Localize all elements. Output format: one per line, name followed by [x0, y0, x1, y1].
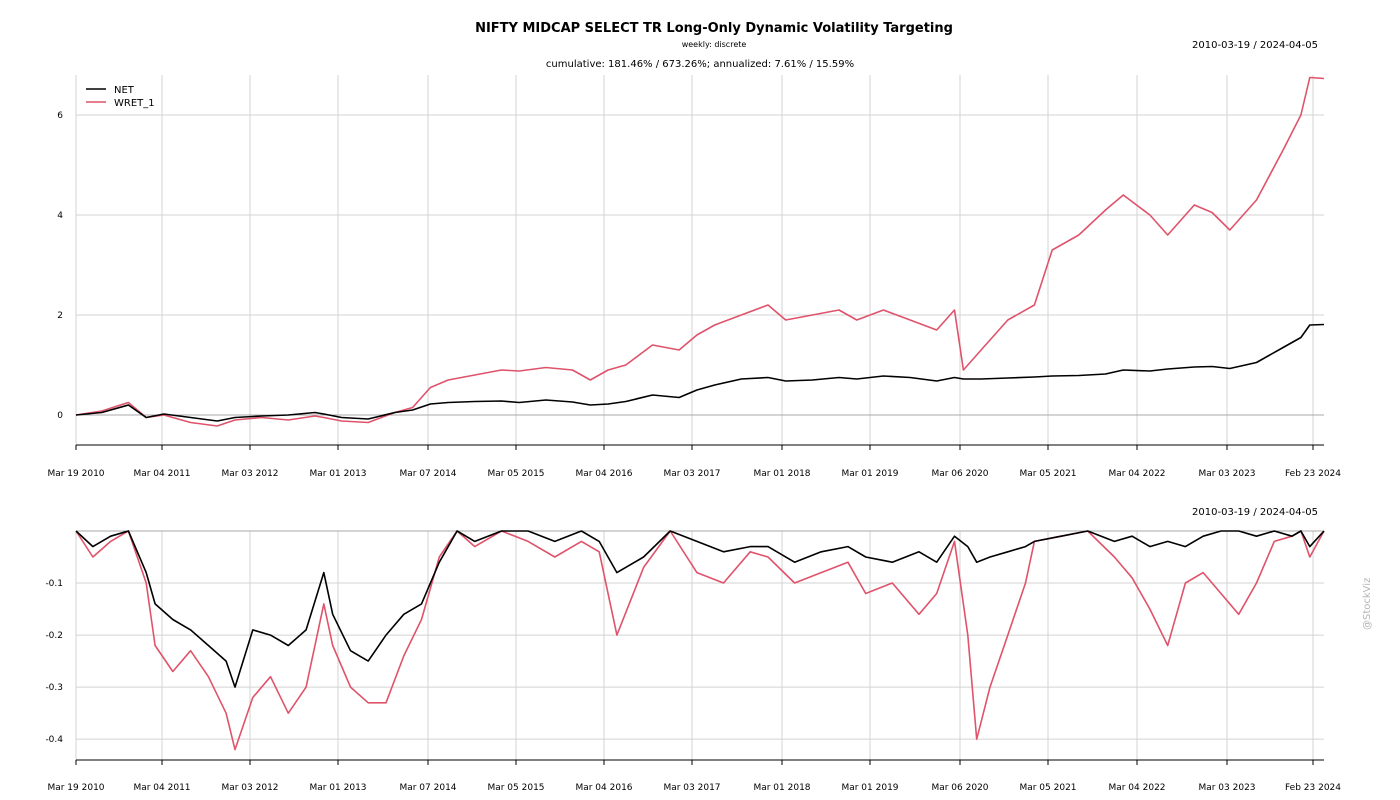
x-tick-label: Mar 03 2012 [221, 783, 278, 793]
x-tick-label: Mar 01 2013 [309, 469, 366, 479]
x-tick-label: Mar 03 2012 [221, 469, 278, 479]
x-tick-label: Mar 04 2011 [133, 469, 190, 479]
x-tick-label: Mar 04 2016 [575, 783, 632, 793]
x-tick-label: Mar 01 2019 [841, 469, 898, 479]
x-tick-label: Mar 01 2013 [309, 783, 366, 793]
date-range-bottom: 2010-03-19 / 2024-04-05 [1192, 507, 1318, 518]
x-tick-label: Mar 04 2016 [575, 469, 632, 479]
x-tick-label: Mar 01 2018 [753, 783, 810, 793]
y-tick-label: 4 [57, 211, 63, 221]
x-tick-label: Mar 01 2018 [753, 469, 810, 479]
x-tick-label: Mar 03 2023 [1198, 783, 1255, 793]
legend-label: WRET_1 [114, 98, 155, 109]
performance-stats: cumulative: 181.46% / 673.26%; annualize… [545, 59, 855, 70]
x-tick-label: Mar 03 2017 [663, 783, 720, 793]
x-tick-label: Mar 07 2014 [399, 469, 456, 479]
y-tick-label: -0.2 [45, 631, 63, 641]
x-tick-label: Mar 04 2022 [1108, 469, 1165, 479]
y-tick-label: 0 [57, 411, 63, 421]
series-line-net [75, 530, 1325, 688]
x-tick-label: Mar 06 2020 [931, 469, 988, 479]
x-tick-label: Feb 23 2024 [1285, 783, 1341, 793]
date-range-top: 2010-03-19 / 2024-04-05 [1192, 40, 1318, 51]
x-tick-label: Mar 04 2022 [1108, 783, 1165, 793]
x-tick-label: Feb 23 2024 [1285, 469, 1341, 479]
x-tick-label: Mar 05 2021 [1019, 783, 1076, 793]
series-line-net [75, 323, 1325, 422]
chart-subtitle: weekly: discrete [681, 40, 747, 49]
cumulative-panel: Mar 19 2010 Mar 04 2011 Mar 03 2012 Mar 01 … [47, 75, 1341, 479]
x-tick-label: Mar 05 2021 [1019, 469, 1076, 479]
x-tick-label: Mar 19 2010 [47, 469, 104, 479]
y-tick-label: -0.3 [45, 683, 63, 693]
series-line-wret-1 [75, 530, 1325, 751]
watermark: @StockViz [1362, 577, 1373, 630]
chart-title: NIFTY MIDCAP SELECT TR Long-Only Dynamic… [475, 21, 953, 36]
x-tick-label: Mar 05 2015 [487, 469, 544, 479]
x-tick-label: Mar 03 2023 [1198, 469, 1255, 479]
y-tick-label: 2 [57, 311, 63, 321]
y-tick-label: -0.4 [45, 735, 63, 745]
y-tick-label: -0.1 [45, 579, 63, 589]
x-tick-label: Mar 06 2020 [931, 783, 988, 793]
legend-label: NET [114, 85, 135, 96]
drawdown-panel: Mar 19 2010 Mar 04 2011 Mar 03 2012 Mar 01 … [45, 530, 1341, 793]
x-tick-label: Mar 04 2011 [133, 783, 190, 793]
y-tick-label: 6 [57, 111, 63, 121]
series-line-wret-1 [75, 76, 1325, 427]
x-tick-label: Mar 03 2017 [663, 469, 720, 479]
x-tick-label: Mar 19 2010 [47, 783, 104, 793]
x-tick-label: Mar 05 2015 [487, 783, 544, 793]
x-tick-label: Mar 07 2014 [399, 783, 456, 793]
x-tick-label: Mar 01 2019 [841, 783, 898, 793]
